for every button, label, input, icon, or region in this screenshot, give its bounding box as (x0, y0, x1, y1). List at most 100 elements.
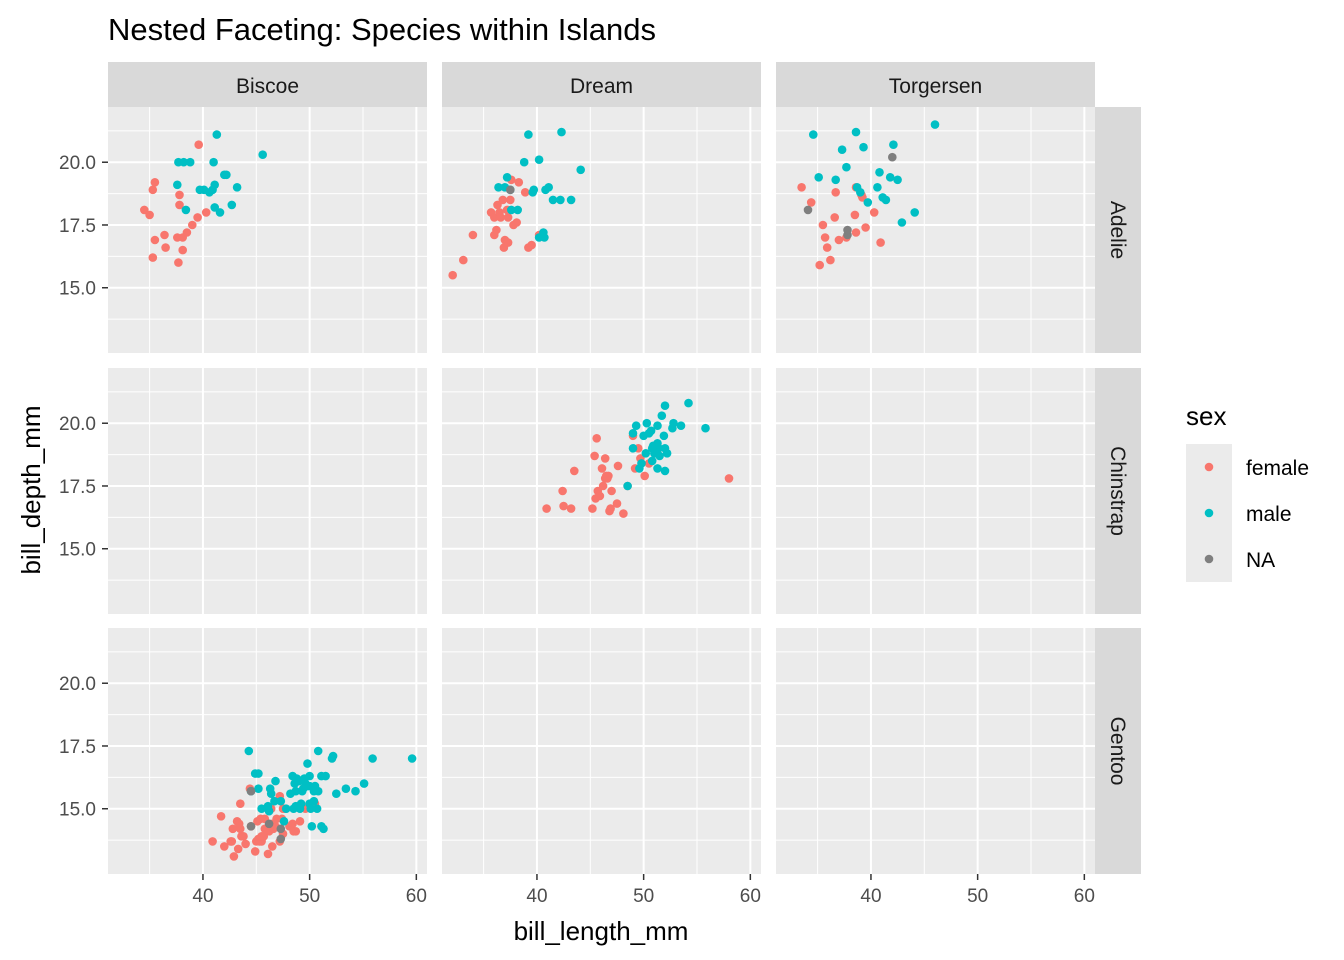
chart-title: Nested Faceting: Species within Islands (108, 12, 656, 47)
data-point-male (623, 481, 632, 491)
strip-adelie (1095, 107, 1141, 353)
data-point-male (556, 195, 565, 205)
data-point-male (540, 233, 549, 242)
data-point-male (179, 157, 188, 167)
data-point-male (227, 200, 237, 210)
data-point-female (233, 844, 243, 854)
data-point-male (368, 754, 377, 763)
data-point-female (148, 185, 158, 195)
data-point-female (236, 799, 245, 808)
data-point-na (843, 225, 852, 235)
data-point-female (150, 178, 160, 187)
data-point-female (588, 504, 597, 513)
data-point-male (266, 789, 276, 798)
data-point-male (653, 421, 662, 431)
data-point-male (669, 418, 678, 428)
data-point-female (602, 471, 611, 481)
data-point-female (201, 208, 211, 217)
data-point-female (590, 451, 599, 461)
facet-grid: Biscoe Dream Torgersen Adelie Chinstrap Gento… (59, 62, 1141, 907)
data-point-male (215, 208, 225, 217)
data-point-male (557, 127, 566, 137)
data-point-male (897, 218, 907, 227)
x-tick-label: 40 (192, 886, 213, 907)
data-point-male (660, 466, 670, 476)
data-point-female (268, 842, 277, 851)
y-tick-label: 17.5 (59, 737, 96, 758)
legend-label-na: NA (1246, 549, 1275, 572)
data-point-male (654, 444, 663, 453)
data-point-male (566, 195, 576, 205)
data-point-na (264, 819, 274, 829)
data-point-female (175, 190, 184, 200)
data-point-female (295, 817, 305, 826)
y-tick-label: 15.0 (59, 279, 96, 300)
data-point-male (646, 426, 656, 436)
data-point-male (576, 165, 585, 175)
data-point-female (797, 183, 806, 192)
data-point-male (407, 754, 417, 763)
data-point-male (313, 746, 323, 756)
data-point-male (519, 157, 529, 167)
data-point-male (859, 142, 868, 152)
y-tick-label: 17.5 (59, 477, 96, 498)
data-point-male (524, 130, 533, 139)
data-point-female (831, 188, 840, 197)
facet-panel-torgersen-gentoo (776, 628, 1095, 874)
data-point-female (161, 243, 170, 252)
data-point-female (160, 230, 169, 240)
data-point-male (889, 140, 898, 149)
data-point-male (222, 170, 231, 180)
data-point-male (814, 173, 823, 182)
data-point-na (276, 834, 286, 844)
data-point-male (544, 183, 553, 192)
y-axis-title: bill_depth_mm (16, 405, 46, 574)
data-point-female (559, 501, 568, 511)
y-tick-label: 15.0 (59, 800, 96, 821)
data-point-male (359, 779, 369, 788)
data-point-male (305, 771, 314, 781)
data-point-female (288, 819, 297, 829)
y-tick-label: 20.0 (59, 674, 96, 695)
data-point-female (174, 258, 183, 267)
data-point-male (209, 157, 218, 167)
data-point-male (875, 168, 884, 177)
data-point-male (232, 183, 242, 192)
x-tick-label: 40 (526, 886, 547, 907)
data-point-male (212, 130, 222, 139)
legend-label-female: female (1246, 457, 1309, 480)
data-point-male (494, 183, 503, 192)
data-point-female (851, 228, 861, 237)
data-point-male (878, 193, 887, 202)
data-point-male (642, 418, 652, 428)
legend-label-male: male (1246, 503, 1292, 526)
data-point-male (655, 451, 664, 461)
data-point-male (351, 786, 360, 796)
data-point-female (208, 837, 217, 846)
data-point-female (227, 837, 237, 846)
data-point-female (148, 253, 158, 262)
data-point-male (185, 157, 195, 167)
data-point-female (193, 213, 202, 222)
data-point-female (820, 233, 830, 242)
data-point-male (291, 786, 301, 796)
facet-panel-biscoe-adelie (108, 107, 427, 353)
data-point-male (684, 398, 693, 408)
y-tick-label: 17.5 (59, 216, 96, 237)
data-point-male (502, 173, 512, 182)
x-tick-label: 50 (967, 886, 988, 907)
data-point-female (503, 213, 513, 222)
data-point-male (303, 759, 312, 768)
strip-dream (442, 62, 761, 107)
data-point-male (258, 150, 268, 159)
data-point-male (548, 195, 558, 205)
facet-panel-torgersen-adelie (776, 107, 1095, 353)
data-point-female (613, 461, 623, 471)
data-point-male (276, 796, 286, 806)
strip-label-dream: Dream (570, 75, 633, 98)
facet-panel-dream-gentoo (442, 628, 761, 874)
data-point-male (244, 746, 254, 756)
data-point-male (332, 789, 341, 798)
data-point-male (270, 796, 279, 806)
panel-background (442, 107, 761, 353)
